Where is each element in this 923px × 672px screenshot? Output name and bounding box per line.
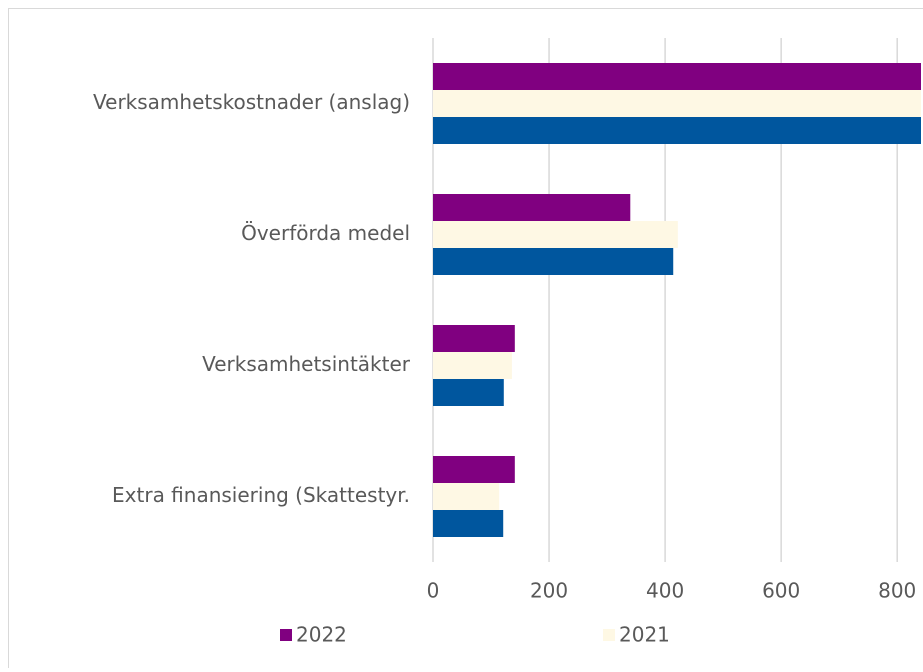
- legend-label: 2022: [296, 623, 347, 647]
- x-tick-label: 400: [646, 579, 684, 603]
- bar: [433, 221, 678, 248]
- legend-swatch: [603, 629, 615, 641]
- bar: [433, 325, 515, 352]
- x-tick-label: 0: [427, 579, 440, 603]
- y-tick-label: Verksamhetskostnader (anslag): [93, 90, 410, 114]
- bar: [433, 352, 512, 379]
- legend-swatch: [280, 629, 292, 641]
- bar: [433, 117, 923, 144]
- y-tick-label: Verksamhetsintäkter: [202, 352, 411, 376]
- y-tick-label: Extra finansiering (Skattestyr.: [112, 483, 410, 507]
- bar: [433, 248, 673, 275]
- bar: [433, 194, 630, 221]
- bar: [433, 90, 923, 117]
- bar: [433, 510, 503, 537]
- bar: [433, 483, 499, 510]
- x-tick-label: 200: [530, 579, 568, 603]
- bar: [433, 379, 504, 406]
- bar: [433, 63, 923, 90]
- y-tick-label: Överförda medel: [241, 221, 410, 245]
- x-tick-label: 600: [762, 579, 800, 603]
- x-tick-label: 800: [878, 579, 916, 603]
- legend-label: 2021: [619, 623, 670, 647]
- bar: [433, 456, 515, 483]
